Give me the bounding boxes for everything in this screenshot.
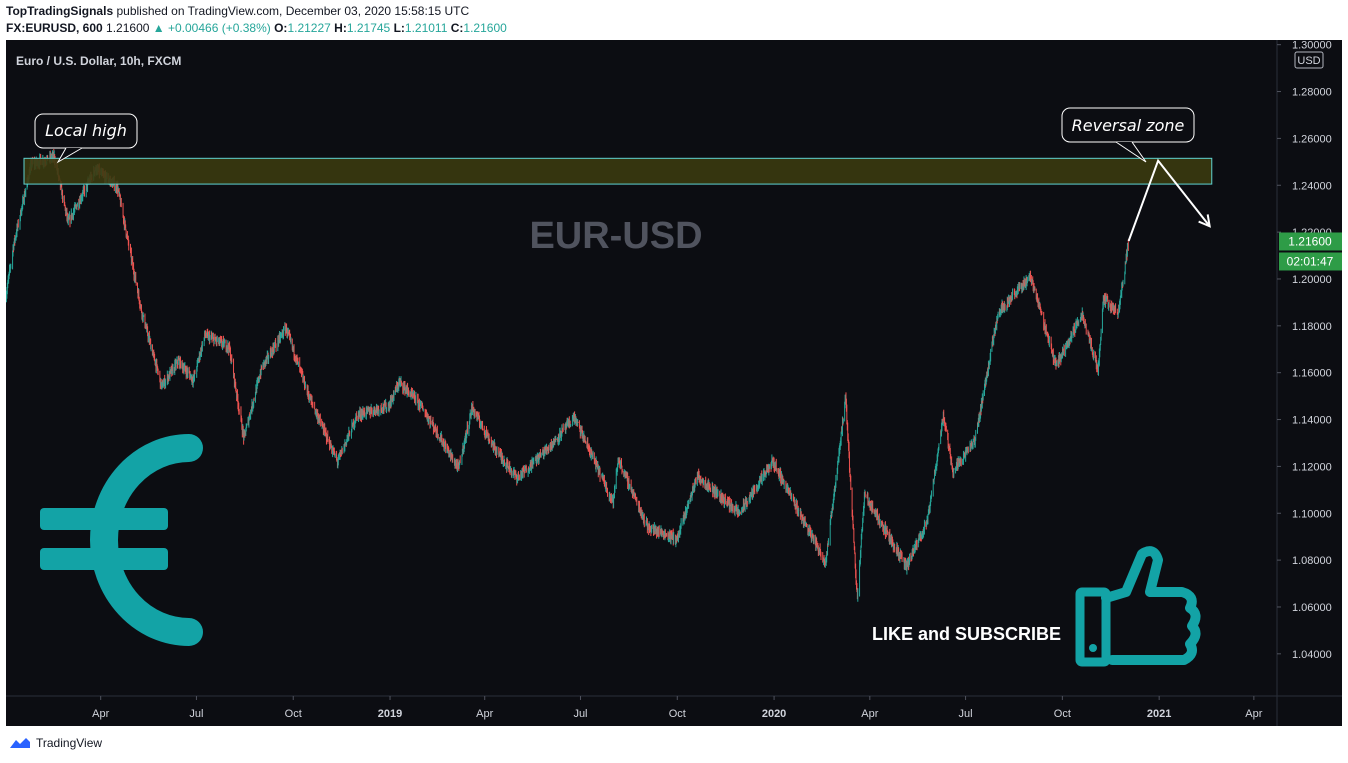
price-tick-label: 1.12000 (1292, 461, 1332, 473)
time-tick-label: Apr (92, 708, 109, 720)
tradingview-brand: TradingView (36, 736, 103, 750)
ohlc-line: FX:EURUSD, 600 1.21600 ▲ +0.00466 (+0.38… (6, 21, 507, 35)
open-label: O: (274, 21, 288, 35)
thumbs-up-icon (1075, 546, 1201, 667)
last-price: 1.21600 (106, 21, 150, 35)
price-tick-label: 1.16000 (1292, 368, 1332, 380)
time-tick-label: Jul (189, 708, 203, 720)
price-tick-label: 1.06000 (1292, 602, 1332, 614)
low-label: L: (393, 21, 405, 35)
currency-badge: USD (1294, 51, 1324, 69)
price-tick-label: 1.14000 (1292, 415, 1332, 427)
time-axis: Apr Jul Oct 2019 Apr Jul Oct 2020 Apr Jul Oct 2021 A… (92, 696, 1263, 720)
watermark-text: EUR-USD (529, 215, 702, 257)
close-label: C: (450, 21, 464, 35)
time-tick-label: Oct (1054, 708, 1071, 720)
countdown-label: 02:01:47 (1287, 254, 1334, 268)
time-tick-label: 2019 (378, 708, 402, 720)
chart-svg[interactable]: Euro / U.S. Dollar, 10h, FXCM EUR-USD LI… (6, 40, 1342, 726)
time-tick-label: Apr (861, 708, 878, 720)
publish-line: TopTradingSignals published on TradingVi… (6, 4, 469, 18)
cta-text: LIKE and SUBSCRIBE (872, 624, 1061, 644)
publish-info: published on TradingView.com, December 0… (116, 4, 470, 18)
projection-arrowhead (1198, 214, 1211, 228)
last-price-tag: 1.21600 02:01:47 (1279, 232, 1342, 271)
reversal-zone-callout: Reversal zone (1061, 107, 1195, 163)
time-tick-label: Jul (959, 708, 973, 720)
last-price-label: 1.21600 (1288, 234, 1332, 248)
price-tick-label: 1.26000 (1292, 133, 1332, 145)
zone-layer (23, 157, 1213, 185)
high-value: 1.21745 (346, 21, 391, 35)
tradingview-footer[interactable]: TradingView (8, 736, 102, 750)
euro-icon (40, 434, 203, 646)
projection-arrow (1127, 158, 1211, 242)
price-tick-label: 1.30000 (1292, 40, 1332, 52)
time-tick-label: Apr (1245, 708, 1262, 720)
local-high-label: Local high (45, 121, 127, 140)
high-label: H: (334, 21, 347, 35)
time-tick-label: Oct (669, 708, 686, 720)
time-tick-label: Jul (573, 708, 587, 720)
price-change: ▲ +0.00466 (+0.38%) (152, 21, 271, 35)
price-tick-label: 1.04000 (1292, 649, 1332, 661)
price-tick-label: 1.24000 (1292, 180, 1332, 192)
resistance-zone (23, 157, 1213, 185)
time-tick-label: Oct (285, 708, 302, 720)
price-tick-label: 1.18000 (1292, 321, 1332, 333)
chart-panel[interactable]: Euro / U.S. Dollar, 10h, FXCM EUR-USD LI… (6, 40, 1342, 726)
close-value: 1.21600 (463, 21, 507, 35)
price-tick-label: 1.10000 (1292, 508, 1332, 520)
currency-label: USD (1297, 55, 1320, 67)
time-tick-label: 2021 (1147, 708, 1171, 720)
price-tick-label: 1.08000 (1292, 555, 1332, 567)
time-tick-label: Apr (476, 708, 493, 720)
low-value: 1.21011 (404, 21, 448, 35)
symbol-label[interactable]: FX:EURUSD, 600 (6, 21, 103, 35)
author-name[interactable]: TopTradingSignals (6, 4, 114, 18)
chart-title: Euro / U.S. Dollar, 10h, FXCM (16, 54, 181, 68)
price-tick-label: 1.20000 (1292, 274, 1332, 286)
price-tick-label: 1.28000 (1292, 87, 1332, 99)
reversal-zone-label: Reversal zone (1072, 116, 1185, 135)
time-tick-label: 2020 (762, 708, 786, 720)
local-high-callout: Local high (34, 113, 138, 164)
tradingview-logo-icon (10, 738, 30, 748)
open-value: 1.21227 (287, 21, 331, 35)
price-axis: 1.300001.280001.260001.240001.220001.200… (1277, 40, 1332, 661)
